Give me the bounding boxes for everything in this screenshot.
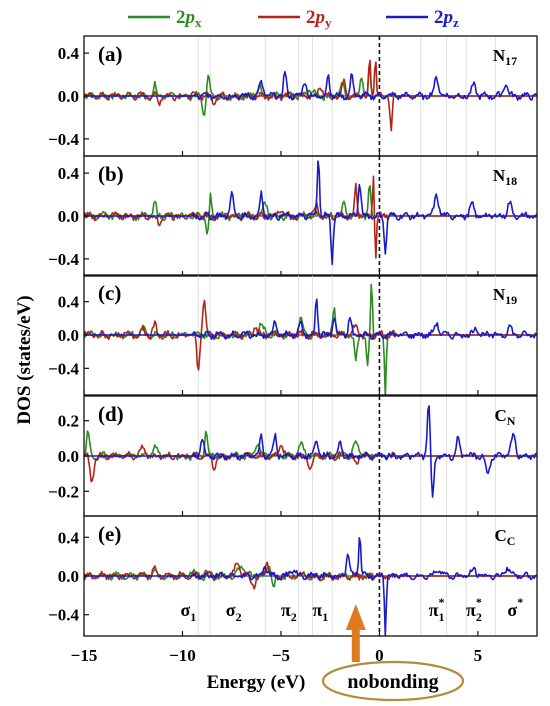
y-tick-label: −0.4 (48, 130, 79, 149)
y-axis-label: DOS (states/eV) (14, 295, 35, 424)
y-tick-label: −0.4 (48, 250, 79, 269)
panel-tag: (a) (98, 42, 123, 66)
panel-e: 0.4 0.0 −0.4 (e) CC (48, 515, 538, 637)
panel-tag: (c) (98, 281, 121, 305)
dos-curve-2px (84, 66, 537, 116)
x-tick-label: 5 (474, 646, 483, 665)
y-tick-label: 0.0 (58, 447, 79, 466)
atom-label: CC (495, 526, 516, 548)
panel-b: 0.4 0.0 −0.4 (b) N18 (48, 155, 538, 277)
x-tick-label: −15 (71, 646, 98, 665)
nobonding-arrow (345, 604, 366, 662)
panel-tag: (b) (98, 162, 124, 186)
y-tick-label: 0.2 (58, 412, 79, 431)
panel-tag: (e) (98, 522, 121, 546)
panel-d: 0.2 0.0 −0.2 (d) CN (48, 395, 538, 517)
orbital-marker: σ* (507, 595, 523, 620)
legend: 2px 2py 2pz (128, 7, 459, 30)
legend-label-2pz: 2pz (434, 7, 459, 30)
atom-label: N17 (493, 46, 517, 68)
nobonding-ellipse (321, 660, 465, 702)
y-tick-label: −0.2 (48, 482, 79, 501)
nobonding-annotation: nobonding (321, 604, 465, 702)
atom-label: CN (495, 406, 516, 428)
orbital-marker: π* 2 (466, 595, 482, 624)
y-tick-label: 0.4 (58, 293, 80, 312)
y-tick-label: 0.0 (58, 567, 79, 586)
y-tick-label: 0.4 (58, 44, 80, 63)
orbital-markers: σ1 σ2 π2 π1 π* 1 π* 2 σ* (180, 595, 523, 624)
dos-curve-2pz (84, 537, 537, 636)
panel-a: 0.4 0.0 −0.4 (a) N17 (48, 35, 538, 157)
dos-curve-2pz (84, 298, 537, 340)
x-tick-label: 0 (375, 646, 384, 665)
panels: 0.4 0.0 −0.4 (a) N17 0.4 0.0 −0.4 (b) N18 0.4 0.0 −0… (48, 35, 538, 637)
orbital-marker: σ2 (226, 600, 242, 624)
x-axis-label: Energy (eV) (207, 672, 306, 693)
legend-label-2px: 2px (176, 7, 202, 30)
orbital-marker: π1 (312, 600, 328, 624)
dos-curve-2pz (84, 70, 537, 101)
legend-label-2py: 2py (306, 7, 332, 30)
dos-curve-2pz (84, 160, 537, 266)
atom-label: N19 (493, 285, 517, 307)
x-tick-label: −10 (169, 646, 196, 665)
dos-curve-2px (84, 283, 537, 395)
y-tick-label: 0.0 (58, 87, 79, 106)
x-axis: −15 −10 −5 0 5 (71, 646, 483, 665)
y-tick-label: 0.0 (58, 326, 79, 345)
orbital-marker: π2 (281, 600, 297, 624)
atom-label: N18 (493, 166, 517, 188)
x-tick-label: −5 (272, 646, 290, 665)
y-tick-label: 0.4 (58, 164, 80, 183)
dos-curve-2pz (84, 405, 537, 498)
nobonding-label: nobonding (347, 671, 438, 693)
y-tick-label: 0.4 (58, 528, 80, 547)
y-tick-label: −0.4 (48, 606, 79, 625)
panel-tag: (d) (98, 402, 124, 426)
dos-curve-2py (84, 59, 537, 132)
dos-curve-2py (84, 444, 537, 483)
panel-c: 0.4 0.0 −0.4 (c) N19 (48, 274, 538, 396)
orbital-marker: π* 1 (429, 595, 445, 624)
dos-curve-2py (84, 299, 537, 371)
orbital-marker: σ1 (180, 600, 196, 624)
y-tick-label: −0.4 (48, 359, 79, 378)
y-tick-label: 0.0 (58, 207, 79, 226)
